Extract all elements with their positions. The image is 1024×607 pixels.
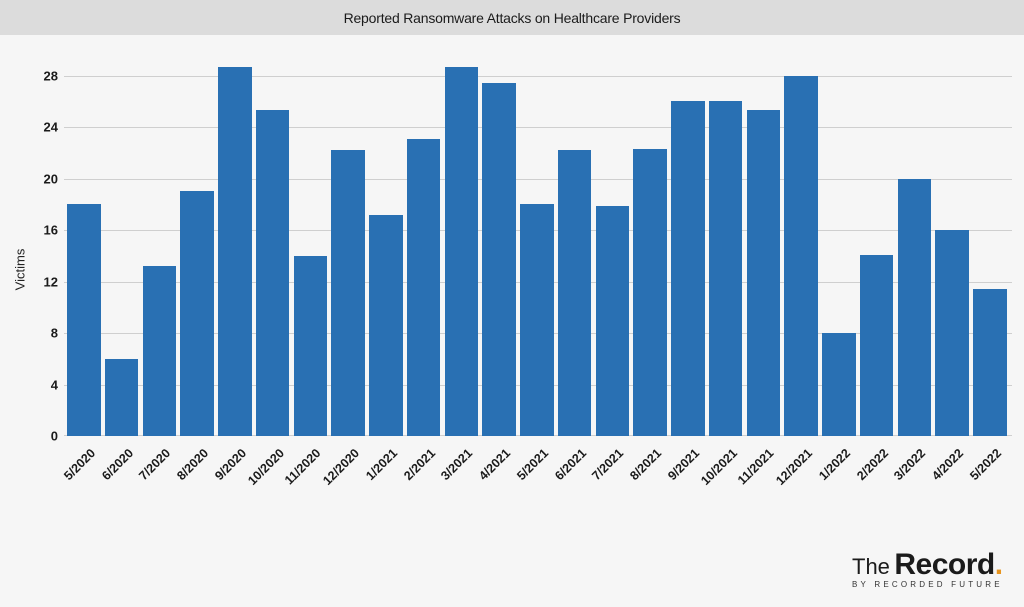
x-tick-label: 4/2022 — [929, 446, 967, 483]
x-tick-label: 3/2021 — [438, 446, 476, 483]
x-tick-label: 3/2022 — [891, 446, 929, 483]
bar-9-2020[interactable] — [218, 66, 252, 436]
y-tick-label: 8 — [50, 325, 58, 341]
bar-12-2021[interactable] — [784, 75, 818, 436]
logo-dot: . — [994, 548, 1004, 581]
logo-name: Record — [894, 548, 995, 581]
x-tick-label: 10/2020 — [244, 446, 287, 488]
bar-3-2022[interactable] — [897, 178, 931, 436]
y-tick-label: 16 — [43, 222, 58, 238]
plot-area: 0 4 8 12 16 20 24 28 5/2020 6/2020 7/2020 8/2020 9/2… — [44, 40, 1012, 488]
bar-12-2020[interactable] — [331, 150, 365, 436]
x-tick-label: 1/2022 — [815, 446, 853, 483]
bar-1-2022[interactable] — [822, 333, 856, 436]
gridline — [64, 75, 1012, 77]
bar-2-2021[interactable] — [406, 138, 441, 436]
x-tick-label: 2/2022 — [853, 446, 891, 483]
x-tick-label: 6/2020 — [98, 446, 136, 483]
y-tick-label: 4 — [50, 377, 58, 393]
gridline — [64, 178, 1012, 180]
bar-11-2021[interactable] — [746, 110, 780, 436]
x-tick-label: 7/2020 — [136, 446, 174, 483]
bar-10-2020[interactable] — [255, 110, 290, 436]
the-record-logo: The Record. BY RECORDED FUTURE — [852, 548, 1003, 589]
bar-8-2021[interactable] — [633, 149, 667, 436]
logo-prefix: The — [852, 554, 890, 579]
y-tick-label: 24 — [43, 119, 58, 135]
x-tick-label: 12/2020 — [320, 446, 363, 488]
bar-5-2020[interactable] — [67, 204, 101, 436]
x-tick-label: 7/2021 — [589, 446, 627, 483]
x-tick-label: 1/2021 — [362, 446, 400, 483]
chart-title-band: Reported Ransomware Attacks on Healthcar… — [0, 0, 1024, 35]
bar-11-2020[interactable] — [293, 255, 327, 436]
bar-2-2022[interactable] — [859, 254, 894, 436]
x-tick-label: 8/2021 — [627, 446, 665, 483]
bar-4-2022[interactable] — [935, 230, 969, 436]
x-tick-label: 10/2021 — [697, 446, 740, 488]
y-tick-label: 28 — [43, 68, 58, 84]
bar-8-2020[interactable] — [180, 191, 214, 436]
bar-9-2021[interactable] — [671, 101, 705, 436]
x-tick-label: 9/2020 — [211, 446, 249, 483]
x-tick-label: 4/2021 — [476, 446, 514, 483]
x-tick-label: 5/2021 — [513, 446, 551, 483]
gridline — [64, 127, 1012, 129]
x-tick-label: 9/2021 — [664, 446, 702, 483]
x-tick-label: 8/2020 — [174, 446, 212, 483]
x-tick-label: 5/2022 — [966, 446, 1004, 483]
x-tick-label: 5/2020 — [60, 446, 98, 483]
y-tick-label: 12 — [43, 274, 58, 290]
bar-7-2021[interactable] — [595, 205, 629, 436]
y-axis-label: Victims — [12, 248, 28, 291]
x-tick-label: 11/2021 — [735, 446, 777, 488]
y-tick-label: 20 — [43, 171, 58, 187]
bar-5-2021[interactable] — [520, 204, 554, 436]
bar-7-2020[interactable] — [142, 266, 176, 436]
chart-title: Reported Ransomware Attacks on Healthcar… — [343, 9, 681, 26]
bar-4-2021[interactable] — [482, 83, 516, 436]
x-tick-label: 6/2021 — [551, 446, 589, 483]
bar-6-2020[interactable] — [104, 358, 139, 436]
x-tick-label: 12/2021 — [773, 446, 816, 488]
bar-10-2021[interactable] — [708, 101, 743, 436]
bar-3-2021[interactable] — [444, 66, 478, 436]
bar-5-2022[interactable] — [973, 289, 1007, 436]
x-tick-label: 11/2020 — [282, 446, 324, 488]
bar-1-2021[interactable] — [369, 214, 403, 436]
y-tick-label: 0 — [50, 428, 58, 444]
x-tick-label: 2/2021 — [400, 446, 438, 483]
logo-tagline: BY RECORDED FUTURE — [852, 580, 1003, 589]
bar-6-2021[interactable] — [557, 150, 592, 436]
